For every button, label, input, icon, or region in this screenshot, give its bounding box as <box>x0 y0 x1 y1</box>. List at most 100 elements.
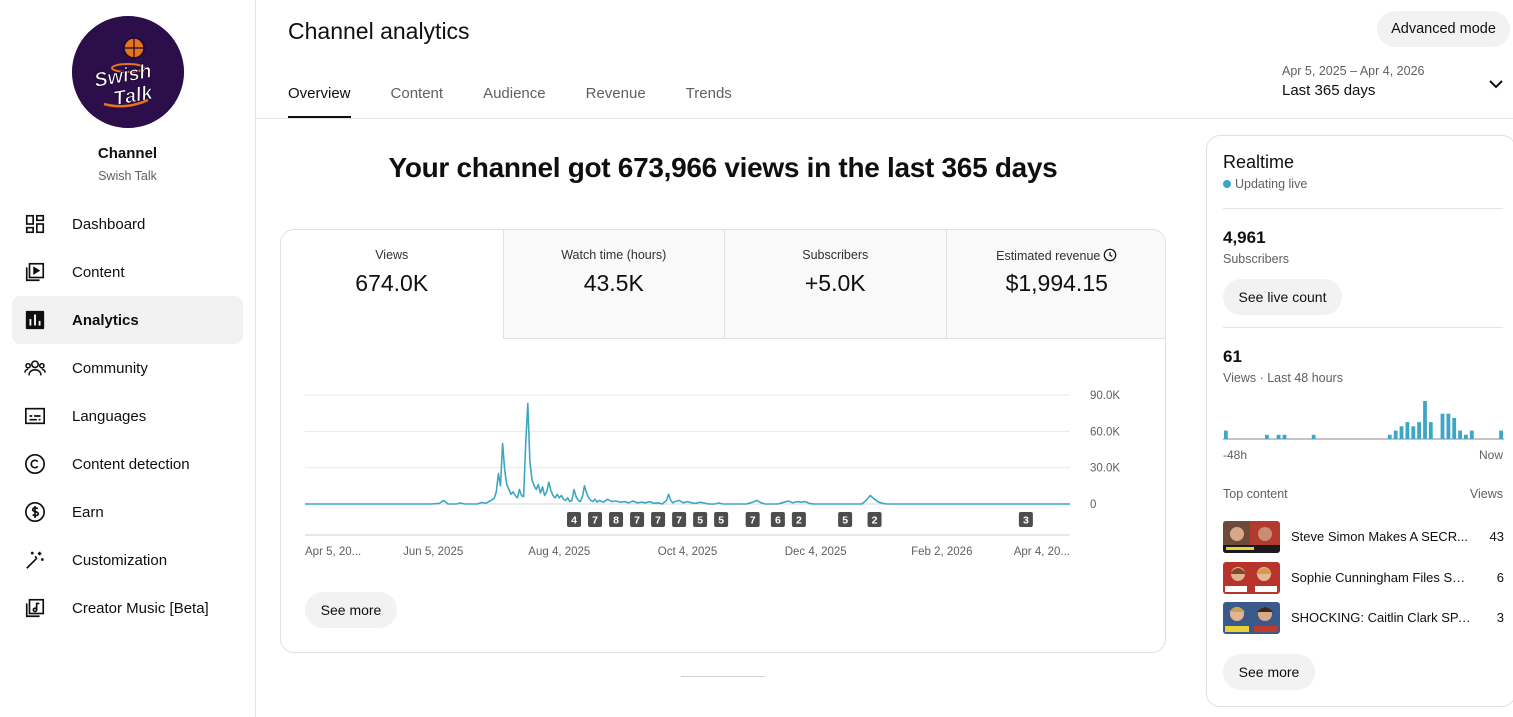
upload-marker-count: 5 <box>697 515 703 527</box>
sidebar-item-label: Earn <box>72 503 104 521</box>
overview-headline: Your channel got 673,966 views in the la… <box>388 152 1058 183</box>
upload-marker-box <box>588 512 603 527</box>
y-tick-label: 30.0K <box>1090 463 1120 475</box>
metric-tab-views[interactable]: Views 674.0K <box>281 230 503 339</box>
metric-value: 674.0K <box>355 270 429 296</box>
metric-tab-subscribers[interactable]: Subscribers +5.0K <box>724 230 946 339</box>
upload-marker[interactable]: 8 <box>609 512 624 527</box>
creator-music-icon <box>24 597 46 619</box>
top-content-item[interactable]: Sophie Cunningham Files SH... 6 <box>1223 562 1504 594</box>
sidebar-item-content[interactable]: Content <box>12 248 243 296</box>
upload-marker[interactable]: 4 <box>567 512 582 527</box>
realtime-bar[interactable] <box>1393 430 1398 439</box>
realtime-bar[interactable] <box>1469 430 1474 439</box>
realtime-views-bar-chart[interactable] <box>1223 389 1504 441</box>
metric-tab-estimated-revenue[interactable]: Estimated revenue $1,994.15 <box>945 230 1165 339</box>
realtime-bar[interactable] <box>1499 430 1503 439</box>
sidebar-item-languages[interactable]: Languages <box>12 392 243 440</box>
upload-marker-box <box>567 512 582 527</box>
views-line-chart[interactable]: 0 30.0K 60.0K 90.0K Apr 5, 20... Jun 5, 2025 A… <box>281 339 1165 579</box>
video-title: Steve Simon Makes A SECR... <box>1291 529 1469 544</box>
video-title: Sophie Cunningham Files SH... <box>1291 570 1471 585</box>
upload-marker[interactable]: 5 <box>838 512 853 527</box>
top-content-item[interactable]: SHOCKING: Caitlin Clark SPA... 3 <box>1223 602 1504 634</box>
upload-marker[interactable]: 3 <box>1018 512 1033 527</box>
realtime-bar[interactable] <box>1405 422 1410 439</box>
see-more-button[interactable]: See more <box>305 592 397 628</box>
x-tick-label: Apr 4, 20... <box>1014 546 1070 558</box>
realtime-status: Updating live <box>1223 177 1307 191</box>
tab-overview[interactable]: Overview <box>288 85 351 119</box>
realtime-bar[interactable] <box>1282 434 1287 439</box>
realtime-bar[interactable] <box>1224 430 1228 439</box>
top-content-item[interactable]: Steve Simon Makes A SECR... 43 <box>1223 521 1504 553</box>
sidebar-item-community[interactable]: Community <box>12 344 243 392</box>
tab-content[interactable]: Content <box>390 85 444 102</box>
see-live-count-button[interactable]: See live count <box>1223 279 1342 315</box>
realtime-bar[interactable] <box>1464 434 1468 439</box>
realtime-bar[interactable] <box>1311 434 1316 439</box>
divider <box>1223 208 1503 209</box>
realtime-bar[interactable] <box>1276 434 1281 439</box>
community-icon <box>24 357 46 379</box>
realtime-views-value: 61 <box>1223 347 1242 366</box>
upload-marker-count: 6 <box>775 515 781 527</box>
upload-marker[interactable]: 6 <box>770 512 785 527</box>
realtime-bar[interactable] <box>1458 430 1462 439</box>
sidebar-item-dashboard[interactable]: Dashboard <box>12 200 243 248</box>
video-views: 43 <box>1489 529 1504 544</box>
upload-marker[interactable]: 7 <box>630 512 645 527</box>
realtime-bar[interactable] <box>1387 434 1392 439</box>
realtime-axis-start: -48h <box>1223 448 1248 462</box>
sidebar-item-earn[interactable]: Earn <box>12 488 243 536</box>
upload-marker[interactable]: 2 <box>867 512 882 527</box>
top-content-views-label: Views <box>1469 487 1503 501</box>
chevron-down-icon[interactable] <box>1486 74 1506 94</box>
tab-trends[interactable]: Trends <box>685 85 732 102</box>
sidebar-item-customization[interactable]: Customization <box>12 536 243 584</box>
realtime-bar[interactable] <box>1265 434 1269 439</box>
advanced-mode-button[interactable]: Advanced mode <box>1377 11 1510 47</box>
date-range-text[interactable]: Apr 5, 2025 – Apr 4, 2026 <box>1282 64 1425 78</box>
upload-marker[interactable]: 7 <box>672 512 687 527</box>
upload-marker-box <box>693 512 708 527</box>
sidebar-item-label: Creator Music [Beta] <box>72 599 209 617</box>
divider <box>1223 327 1503 328</box>
upload-marker[interactable]: 7 <box>651 512 666 527</box>
metric-label: Views <box>375 248 409 262</box>
upload-marker[interactable]: 5 <box>714 512 729 527</box>
realtime-bar[interactable] <box>1452 417 1457 439</box>
realtime-bar[interactable] <box>1446 413 1451 439</box>
upload-marker-count: 7 <box>655 515 661 527</box>
tab-audience[interactable]: Audience <box>483 85 546 102</box>
upload-marker-count: 2 <box>872 515 878 527</box>
tab-revenue[interactable]: Revenue <box>585 85 646 102</box>
upload-marker-count: 4 <box>571 515 577 527</box>
clock-icon <box>1104 248 1117 262</box>
realtime-see-more-button[interactable]: See more <box>1223 654 1315 690</box>
upload-marker[interactable]: 2 <box>791 512 806 527</box>
metric-tabs: Views 674.0K Watch time (hours) 43.5K Su… <box>281 230 1165 339</box>
sidebar-item-label: Languages <box>72 407 147 425</box>
realtime-bar[interactable] <box>1423 401 1427 439</box>
realtime-bar[interactable] <box>1440 413 1445 439</box>
realtime-card: Realtime Updating live 4,961 Subscribers… <box>1206 135 1513 707</box>
realtime-bar[interactable] <box>1417 422 1421 439</box>
views-series-line[interactable] <box>305 402 1070 505</box>
upload-marker[interactable]: 7 <box>745 512 760 527</box>
metric-tab-watch-time[interactable]: Watch time (hours) 43.5K <box>502 230 724 339</box>
y-tick-label: 60.0K <box>1090 426 1120 438</box>
realtime-bar[interactable] <box>1428 422 1433 439</box>
realtime-bar[interactable] <box>1411 426 1416 439</box>
sidebar-item-analytics[interactable]: Analytics <box>12 296 243 344</box>
upload-marker[interactable]: 5 <box>693 512 708 527</box>
realtime-bar[interactable] <box>1399 426 1404 439</box>
sidebar-item-content-detection[interactable]: Content detection <box>12 440 243 488</box>
upload-marker-box <box>838 512 853 527</box>
languages-icon <box>24 405 46 427</box>
x-tick-label: Dec 4, 2025 <box>785 546 847 558</box>
sidebar-item-creator-music[interactable]: Creator Music [Beta] <box>12 584 243 632</box>
channel-avatar[interactable]: Swish Talk <box>72 16 184 128</box>
date-range-label[interactable]: Last 365 days <box>1282 82 1376 99</box>
upload-marker[interactable]: 7 <box>588 512 603 527</box>
